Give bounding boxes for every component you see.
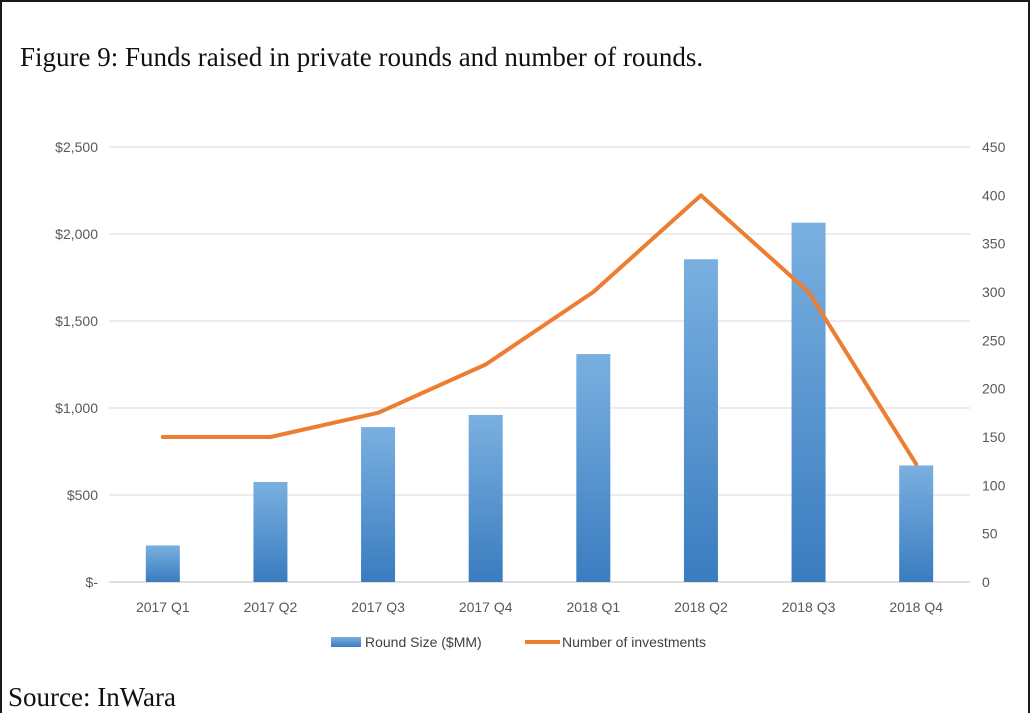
- gridlines: [109, 146, 970, 583]
- y-axis-left: $- $500 $1,000 $1,500 $2,000 $2,500: [55, 139, 98, 590]
- y-right-tick-label: 100: [982, 477, 1006, 493]
- y-right-tick-label: 250: [982, 332, 1006, 348]
- line-point: [808, 291, 810, 293]
- bar: [468, 414, 503, 582]
- x-tick-label: 2018 Q3: [782, 599, 836, 615]
- bar: [253, 481, 288, 582]
- x-tick-label: 2017 Q1: [136, 599, 190, 615]
- y-axis-right: 0 50 100 150 200 250 300 350 400 450: [982, 139, 1006, 590]
- y-left-tick-label: $2,000: [55, 226, 98, 242]
- x-tick-label: 2018 Q4: [889, 599, 943, 615]
- bar: [791, 222, 826, 582]
- y-left-tick-label: $1,500: [55, 313, 98, 329]
- x-axis: 2017 Q1 2017 Q2 2017 Q3 2017 Q4 2018 Q1 2018 …: [136, 599, 943, 615]
- y-right-tick-label: 50: [982, 526, 998, 542]
- y-right-tick-label: 400: [982, 187, 1006, 203]
- y-right-tick-label: 300: [982, 284, 1006, 300]
- x-tick-label: 2018 Q1: [566, 599, 620, 615]
- bar: [145, 545, 180, 582]
- bar: [899, 465, 934, 582]
- y-right-tick-label: 350: [982, 236, 1006, 252]
- x-tick-label: 2017 Q2: [244, 599, 298, 615]
- bar: [576, 354, 611, 582]
- y-right-tick-label: 450: [982, 139, 1006, 155]
- line-point: [377, 412, 379, 414]
- line-path: [160, 193, 919, 467]
- y-left-tick-label: $-: [86, 574, 99, 590]
- line-point: [915, 463, 917, 465]
- line-point: [700, 194, 702, 196]
- figure-title: Figure 9: Funds raised in private rounds…: [20, 42, 704, 72]
- y-left-tick-label: $2,500: [55, 139, 98, 155]
- line-series-number-of-investments: [160, 193, 919, 467]
- y-right-tick-label: 200: [982, 381, 1006, 397]
- bar: [361, 427, 396, 582]
- y-right-tick-label: 0: [982, 574, 990, 590]
- legend: Round Size ($MM) Number of investments: [331, 634, 706, 650]
- y-left-tick-label: $500: [67, 487, 98, 503]
- y-left-tick-label: $1,000: [55, 400, 98, 416]
- line-point: [592, 291, 594, 293]
- line-point: [162, 436, 164, 438]
- legend-label-round-size: Round Size ($MM): [365, 634, 482, 650]
- bar-series-round-size: [145, 222, 934, 582]
- x-tick-label: 2017 Q4: [459, 599, 513, 615]
- legend-label-number-of-investments: Number of investments: [562, 634, 706, 650]
- legend-swatch-round-size: [331, 637, 361, 647]
- line-point: [269, 436, 271, 438]
- y-right-tick-label: 150: [982, 429, 1006, 445]
- x-tick-label: 2017 Q3: [351, 599, 405, 615]
- line-point: [485, 364, 487, 365]
- x-tick-label: 2018 Q2: [674, 599, 728, 615]
- bar: [683, 259, 718, 582]
- source-note: Source: InWara: [8, 682, 176, 712]
